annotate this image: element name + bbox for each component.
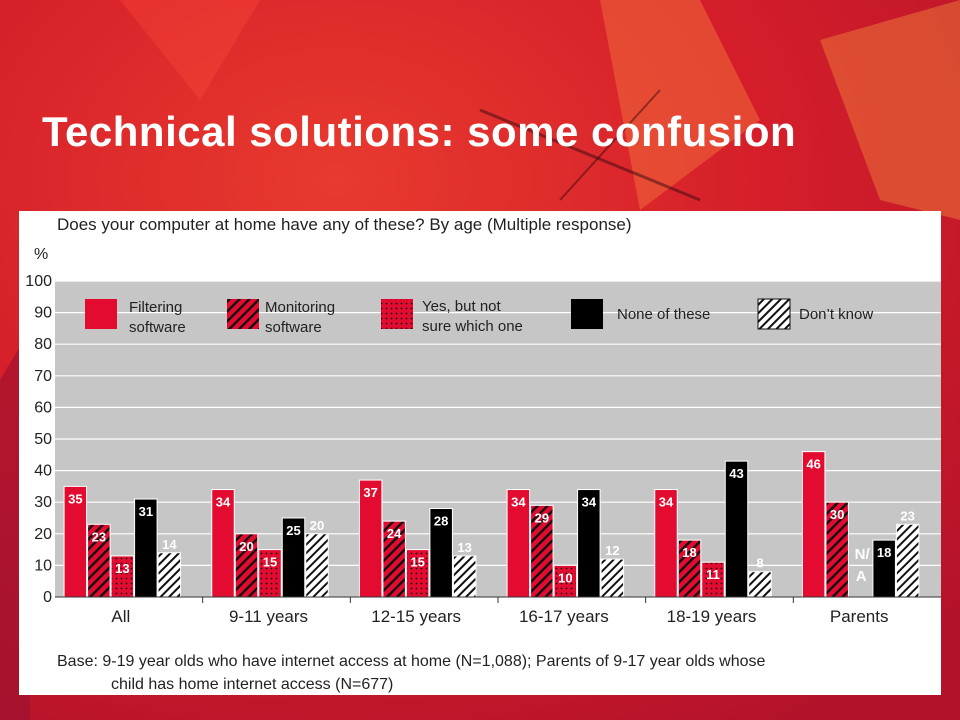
y-axis-ticks: 0 10 20 30 40 50 60 70 80 90 100 (25, 273, 52, 606)
data-label-parents-filtering-software: 46 (806, 457, 820, 472)
annotation-parents-line-2: A (856, 568, 867, 585)
chart-panel: Does your computer at home have any of t… (19, 211, 941, 695)
data-label-parents-don-t-know: 23 (900, 508, 914, 523)
x-tick-label-9-11-years: 9-11 years (229, 607, 308, 626)
data-label-18-19-years-don-t-know: 8 (756, 556, 763, 571)
x-tick-label-12-15-years: 12-15 years (371, 607, 461, 626)
y-tick-label-60: 60 (34, 399, 52, 416)
data-label-9-11-years-yes-but-not-sure-which-one: 15 (263, 555, 277, 570)
data-label-parents-none-of-these: 18 (877, 545, 891, 560)
data-label-18-19-years-monitoring-software: 18 (682, 545, 696, 560)
data-label-parents-monitoring-software: 30 (830, 507, 844, 522)
data-label-12-15-years-yes-but-not-sure-which-one: 15 (410, 555, 424, 570)
legend-label-none: None of these (617, 306, 710, 323)
y-axis-unit-label: % (34, 246, 48, 263)
bar-18-19-years-don-t-know (748, 571, 772, 598)
slide-title: Technical solutions: some confusion (42, 108, 797, 155)
bar-parents-don-t-know (895, 523, 920, 598)
data-label-16-17-years-yes-but-not-sure-which-one: 10 (558, 570, 572, 585)
data-label-12-15-years-don-t-know: 13 (457, 540, 471, 555)
bar-parents-filtering-software (801, 451, 826, 598)
data-label-16-17-years-filtering-software: 34 (511, 495, 526, 510)
y-tick-label-10: 10 (34, 557, 52, 574)
y-tick-label-100: 100 (25, 273, 52, 290)
data-label-18-19-years-yes-but-not-sure-which-one: 11 (706, 567, 720, 582)
bar-all-don-t-know (157, 552, 182, 598)
data-label-16-17-years-don-t-know: 12 (605, 543, 619, 558)
y-tick-label-20: 20 (34, 526, 52, 543)
legend-swatch-filtering (85, 299, 117, 329)
legend-label-monitoring: Monitoring (265, 299, 335, 316)
y-tick-label-80: 80 (34, 336, 52, 353)
bar-12-15-years-don-t-know (452, 555, 477, 598)
annotation-parents-line-1: N/ (855, 546, 871, 563)
data-label-9-11-years-none-of-these: 25 (286, 523, 300, 538)
data-label-16-17-years-none-of-these: 34 (582, 495, 597, 510)
y-tick-label-70: 70 (34, 368, 52, 385)
data-label-12-15-years-none-of-these: 28 (434, 514, 448, 529)
data-label-12-15-years-filtering-software: 37 (363, 485, 377, 500)
y-tick-label-50: 50 (34, 431, 52, 448)
x-tick-label-18-19-years: 18-19 years (667, 607, 757, 626)
data-label-18-19-years-filtering-software: 34 (659, 495, 674, 510)
x-tick-label-16-17-years: 16-17 years (519, 607, 609, 626)
data-label-9-11-years-don-t-know: 20 (310, 518, 324, 533)
data-label-all-none-of-these: 31 (139, 504, 153, 519)
bar-16-17-years-don-t-know (600, 558, 625, 598)
data-label-9-11-years-monitoring-software: 20 (239, 539, 253, 554)
legend-label-filtering-2: software (129, 319, 186, 336)
data-label-all-filtering-software: 35 (68, 491, 82, 506)
legend: Filtering software Monitoring software Y… (85, 298, 873, 336)
data-label-all-don-t-know: 14 (162, 537, 177, 552)
bar-9-11-years-don-t-know (305, 533, 329, 598)
legend-swatch-dont-know (757, 298, 791, 330)
legend-swatch-yes-not-sure (381, 299, 413, 329)
y-tick-label-30: 30 (34, 494, 52, 511)
legend-swatch-none (571, 299, 603, 329)
data-label-16-17-years-monitoring-software: 29 (535, 510, 549, 525)
bars: 35 23 13 31 14 34 20 15 25 20 37 24 15 28 13 34 29 10 34 12… (63, 451, 920, 598)
legend-label-yes-not-sure: Yes, but not (422, 298, 502, 315)
base-note-line-2: child has home internet access (N=677) (111, 676, 393, 693)
legend-label-filtering: Filtering (129, 299, 182, 316)
data-label-9-11-years-filtering-software: 34 (216, 495, 231, 510)
legend-label-monitoring-2: software (265, 319, 322, 336)
legend-swatch-monitoring (227, 299, 259, 329)
y-tick-label-0: 0 (43, 589, 52, 606)
legend-label-yes-not-sure-2: sure which one (422, 318, 523, 335)
gridlines (55, 280, 941, 566)
data-label-all-yes-but-not-sure-which-one: 13 (115, 561, 129, 576)
base-note-line-1: Base: 9-19 year olds who have internet a… (57, 653, 765, 670)
x-tick-label-all: All (111, 607, 130, 626)
data-label-12-15-years-monitoring-software: 24 (387, 526, 402, 541)
x-axis-labels: All 9-11 years 12-15 years 16-17 years 18-19… (111, 597, 888, 626)
data-label-18-19-years-none-of-these: 43 (729, 466, 743, 481)
y-tick-label-90: 90 (34, 305, 52, 322)
chart-title: Does your computer at home have any of t… (57, 215, 632, 234)
y-tick-label-40: 40 (34, 463, 52, 480)
bar-chart: Does your computer at home have any of t… (25, 215, 941, 693)
x-tick-label-parents: Parents (830, 607, 889, 626)
legend-label-dont-know: Don’t know (799, 306, 873, 323)
bar-18-19-years-none-of-these (724, 460, 749, 598)
data-label-all-monitoring-software: 23 (92, 529, 106, 544)
